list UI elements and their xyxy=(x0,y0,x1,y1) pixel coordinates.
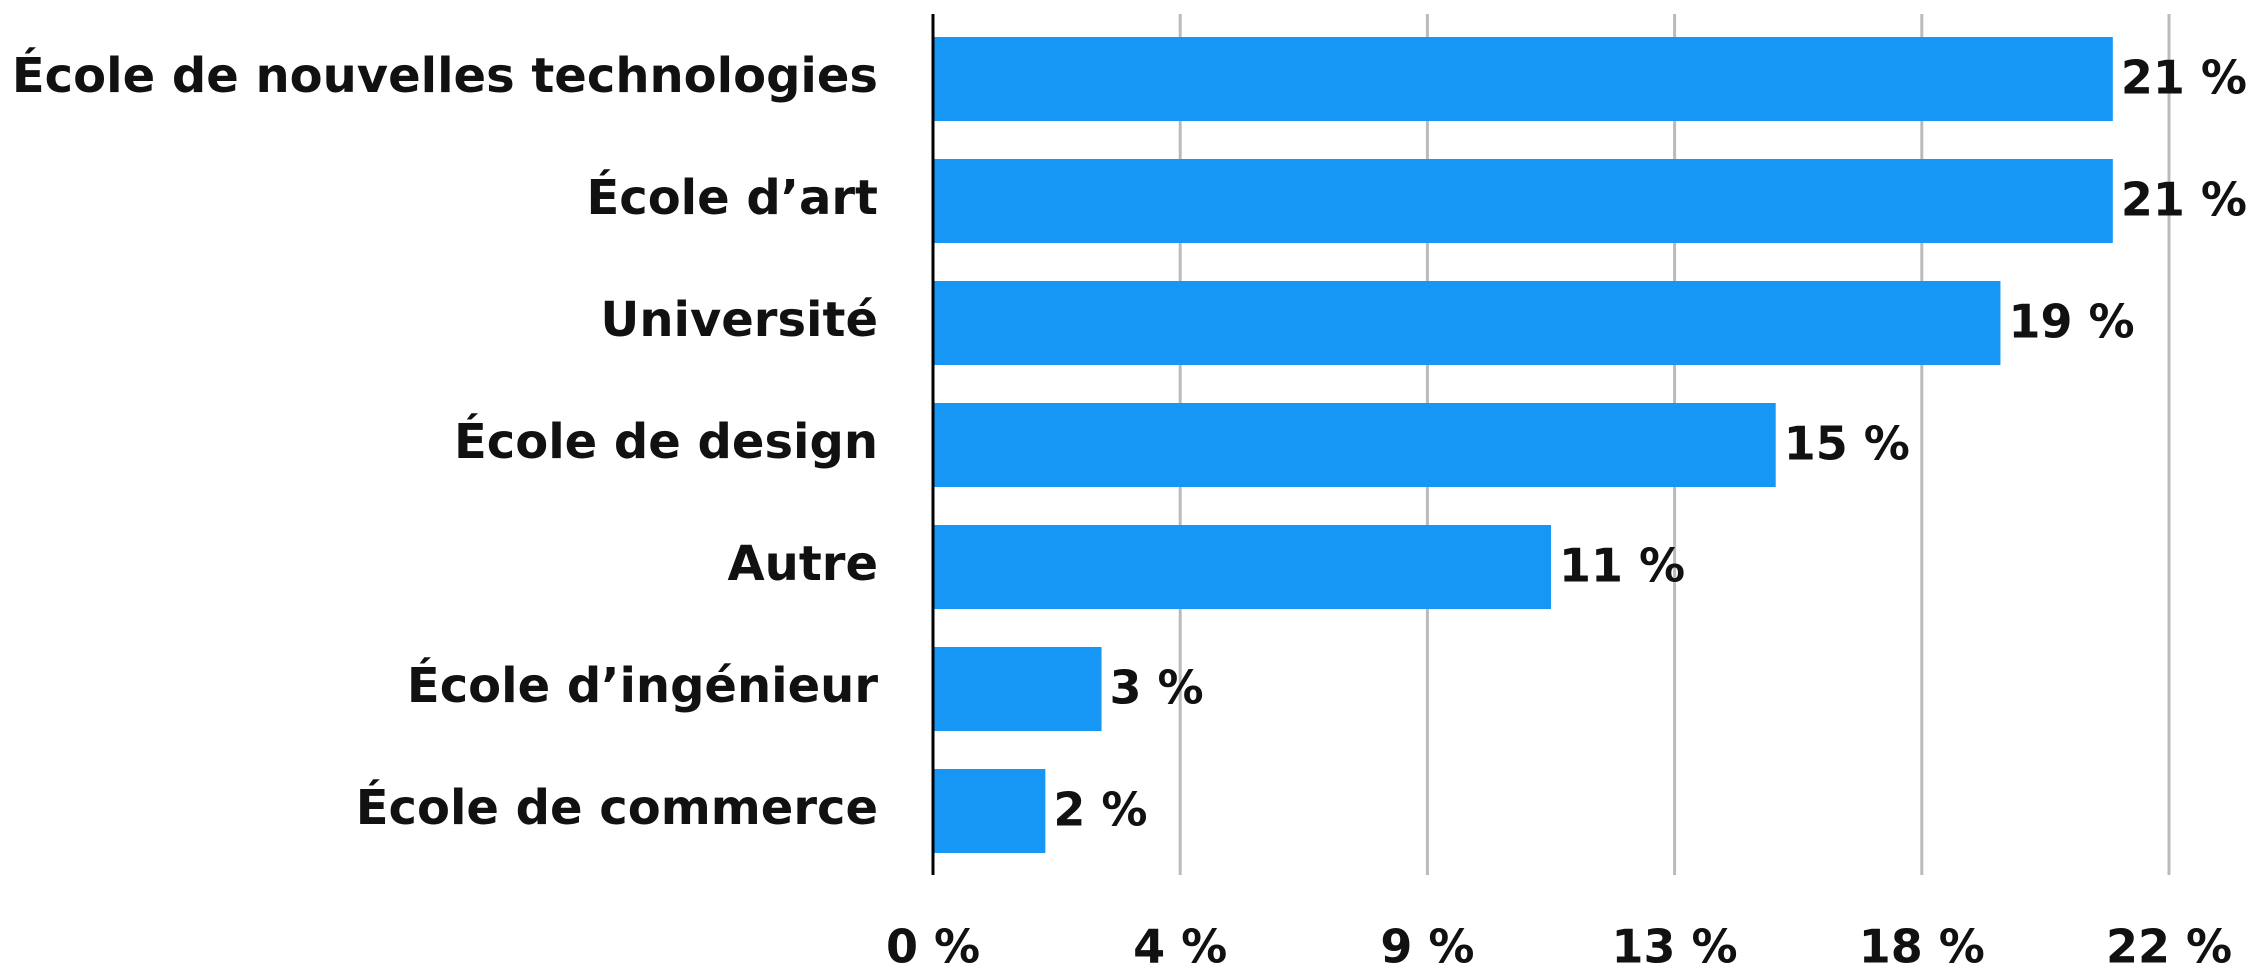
bar xyxy=(933,525,1551,609)
value-label: 21 % xyxy=(2121,51,2247,105)
value-label: 3 % xyxy=(1110,661,1204,715)
y-tick-label: Université xyxy=(600,292,878,348)
bar xyxy=(933,37,2113,121)
x-tick-label: 9 % xyxy=(1380,920,1474,974)
y-tick-label: École d’art xyxy=(586,169,878,226)
bar xyxy=(933,403,1776,487)
value-label: 21 % xyxy=(2121,173,2247,227)
bar xyxy=(933,769,1046,853)
bar xyxy=(933,281,2001,365)
x-tick-label: 0 % xyxy=(886,920,980,974)
x-tick-label: 13 % xyxy=(1612,920,1738,974)
y-tick-label: École de nouvelles technologies xyxy=(12,47,878,104)
value-label: 2 % xyxy=(1053,783,1147,837)
y-tick-label: École d’ingénieur xyxy=(407,657,878,714)
bar xyxy=(933,159,2113,243)
value-label: 11 % xyxy=(1559,539,1685,593)
y-tick-label: Autre xyxy=(728,536,879,592)
y-tick-label: École de commerce xyxy=(356,779,878,836)
x-tick-label: 4 % xyxy=(1133,920,1227,974)
value-label: 15 % xyxy=(1784,417,1910,471)
x-tick-label: 22 % xyxy=(2106,920,2232,974)
value-label: 19 % xyxy=(2008,295,2134,349)
bar xyxy=(933,647,1102,731)
y-tick-label: École de design xyxy=(454,413,878,470)
x-tick-label: 18 % xyxy=(1859,920,1985,974)
